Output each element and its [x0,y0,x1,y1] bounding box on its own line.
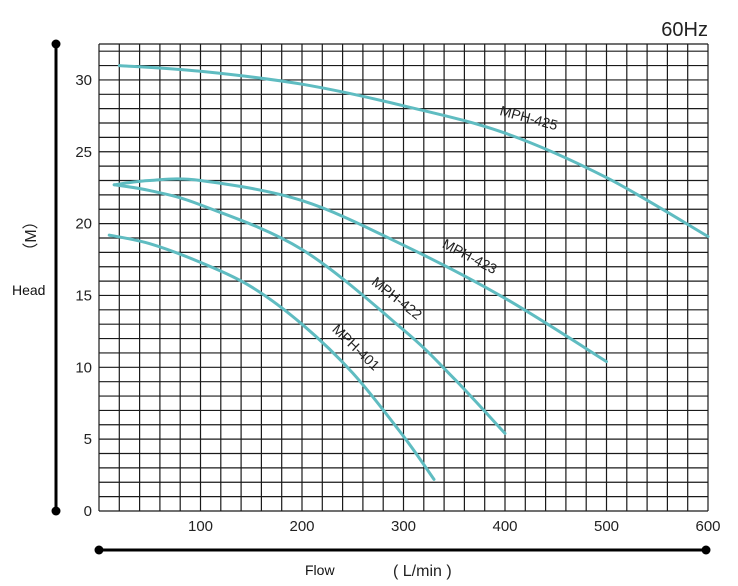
curve-mph-422 [112,183,507,435]
curve-label-mph-423: MPH-423 [440,235,500,277]
x-tick-label: 400 [492,518,517,535]
y-axis-bottom-dot [51,506,61,516]
y-tick-label: 5 [84,431,92,448]
x-axis-left-dot [94,545,104,555]
chart-grid [98,43,709,512]
y-tick-label: 30 [75,72,92,89]
y-tick-label: 20 [75,216,92,233]
curve-label-mph-425: MPH-425 [498,102,559,133]
y-tick-labels: 0 5 10 15 20 25 30 [75,72,92,520]
y-tick-label: 0 [84,503,92,520]
curve-mph-425 [117,64,710,238]
y-axis-top-dot [51,39,61,49]
curve-mph-423 [112,177,608,364]
x-axis-label: Flow [305,562,335,578]
frequency-label: 60Hz [661,19,708,41]
x-axis-right-dot [701,545,711,555]
x-tick-label: 500 [594,518,619,535]
y-tick-label: 15 [75,287,92,304]
x-tick-label: 300 [391,518,416,535]
curve-mph-401 [107,233,436,481]
y-tick-label: 10 [75,359,92,376]
y-axis-label: Head [12,282,45,298]
x-tick-labels: 100 200 300 400 500 600 [188,518,721,535]
x-tick-label: 600 [695,518,720,535]
y-tick-label: 25 [75,144,92,161]
x-tick-label: 200 [289,518,314,535]
x-axis-unit: ( L/min ) [393,563,452,580]
x-tick-label: 100 [188,518,213,535]
curve-label-mph-401: MPH-401 [329,321,383,374]
y-axis-unit: （M） [22,213,40,258]
performance-curves [107,64,710,481]
